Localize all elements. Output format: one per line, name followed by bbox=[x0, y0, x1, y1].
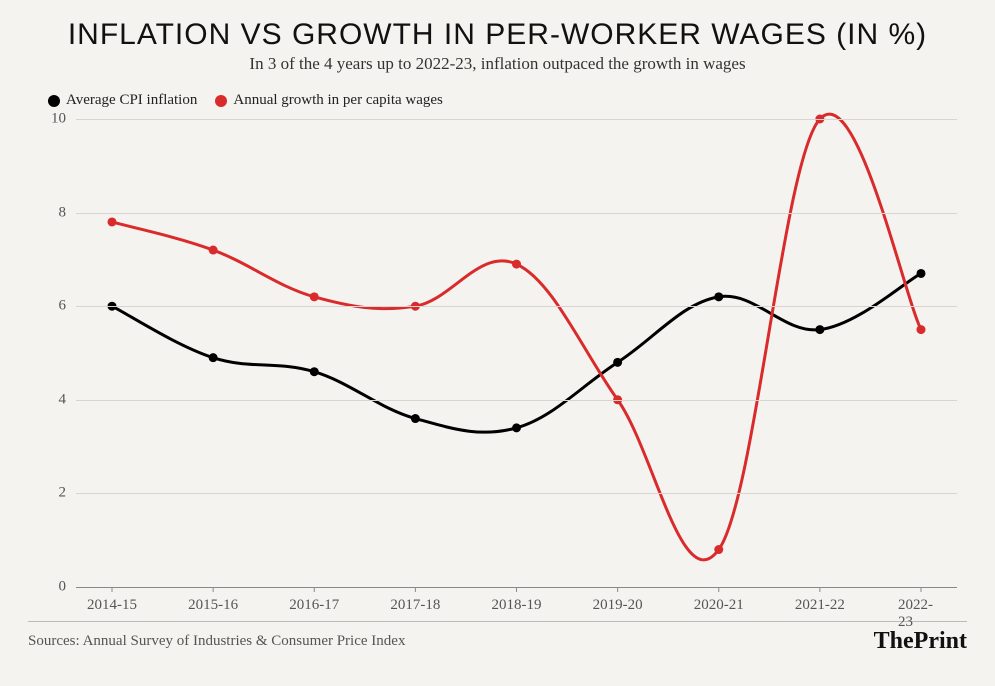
gridline bbox=[76, 119, 957, 120]
data-point-cpi bbox=[209, 353, 218, 362]
legend-dot-wages bbox=[215, 95, 227, 107]
chart-container: INFLATION VS GROWTH IN PER-WORKER WAGES … bbox=[0, 0, 995, 686]
y-tick-label: 6 bbox=[59, 298, 67, 315]
data-point-cpi bbox=[512, 423, 521, 432]
legend: Average CPI inflation Annual growth in p… bbox=[48, 92, 967, 109]
legend-item-wages: Annual growth in per capita wages bbox=[215, 92, 443, 109]
data-point-cpi bbox=[714, 292, 723, 301]
data-point-cpi bbox=[917, 269, 926, 278]
y-tick-label: 8 bbox=[59, 204, 67, 221]
legend-label-cpi: Average CPI inflation bbox=[66, 92, 197, 109]
x-tick-label: 2017-18 bbox=[390, 597, 440, 614]
x-tick-label: 2022-23 bbox=[898, 597, 944, 631]
chart-title: INFLATION VS GROWTH IN PER-WORKER WAGES … bbox=[28, 18, 967, 52]
x-tick-label: 2020-21 bbox=[694, 597, 744, 614]
legend-item-cpi: Average CPI inflation bbox=[48, 92, 197, 109]
gridline bbox=[76, 493, 957, 494]
data-point-wages bbox=[108, 217, 117, 226]
data-point-wages bbox=[310, 292, 319, 301]
data-point-wages bbox=[917, 325, 926, 334]
x-tick-label: 2015-16 bbox=[188, 597, 238, 614]
legend-label-wages: Annual growth in per capita wages bbox=[233, 92, 443, 109]
chart-subtitle: In 3 of the 4 years up to 2022-23, infla… bbox=[28, 54, 967, 74]
data-point-cpi bbox=[411, 414, 420, 423]
y-tick-label: 2 bbox=[59, 485, 67, 502]
chart-svg bbox=[28, 113, 967, 621]
data-point-wages bbox=[209, 246, 218, 255]
data-point-wages bbox=[714, 545, 723, 554]
x-tick-label: 2021-22 bbox=[795, 597, 845, 614]
data-point-cpi bbox=[613, 358, 622, 367]
data-point-cpi bbox=[815, 325, 824, 334]
gridline bbox=[76, 400, 957, 401]
legend-dot-cpi bbox=[48, 95, 60, 107]
x-axis-line bbox=[76, 587, 957, 588]
data-point-cpi bbox=[310, 367, 319, 376]
y-tick-label: 4 bbox=[59, 391, 67, 408]
data-point-wages bbox=[512, 260, 521, 269]
x-tick-label: 2018-19 bbox=[492, 597, 542, 614]
gridline bbox=[76, 306, 957, 307]
y-tick-label: 10 bbox=[51, 111, 66, 128]
gridline bbox=[76, 213, 957, 214]
sources-text: Sources: Annual Survey of Industries & C… bbox=[28, 633, 405, 650]
series-line-cpi bbox=[112, 273, 921, 432]
x-tick-label: 2014-15 bbox=[87, 597, 137, 614]
chart-plot-area: 0 2 4 6 8 10 2014-15 2015-16 2016-17 2017-18 2018-… bbox=[28, 113, 967, 621]
y-tick-label: 0 bbox=[59, 579, 67, 596]
brand-logo: ThePrint bbox=[874, 628, 967, 655]
chart-footer: Sources: Annual Survey of Industries & C… bbox=[28, 621, 967, 655]
x-tick-label: 2016-17 bbox=[289, 597, 339, 614]
x-tick-label: 2019-20 bbox=[593, 597, 643, 614]
